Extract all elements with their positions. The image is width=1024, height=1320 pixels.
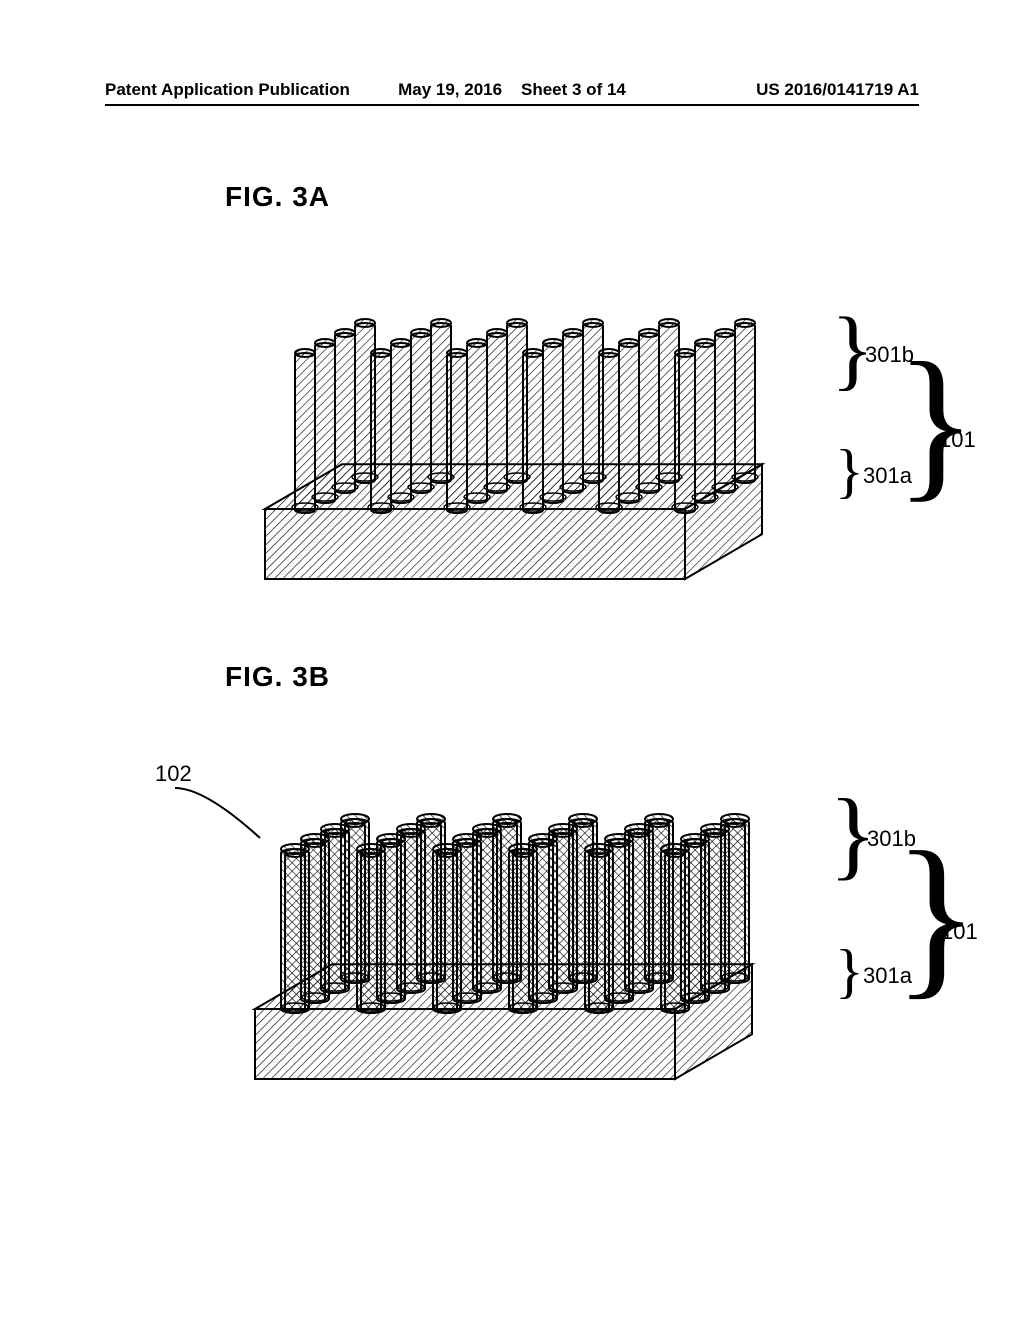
figure-3b-label: FIG. 3B	[225, 661, 919, 693]
header-date: May 19, 2016	[398, 80, 502, 99]
callout-102-group: 102	[155, 761, 192, 787]
leader-line-icon	[165, 783, 275, 853]
figure-3b-block: FIG. 3B 102 } 301b } 301a } 101	[105, 661, 919, 1141]
header-sheet: Sheet 3 of 14	[521, 80, 626, 99]
brace-icon: }	[895, 325, 977, 520]
figure-3a-drawing	[105, 213, 919, 613]
figure-3a-label: FIG. 3A	[225, 181, 919, 213]
figure-3b-drawing	[105, 693, 919, 1113]
brace-icon: }	[835, 937, 864, 1006]
callout-101: 101	[939, 427, 976, 453]
figure-3a-block: FIG. 3A } 301b } 301a } 101	[105, 181, 919, 631]
callout-101: 101	[941, 919, 978, 945]
header-left: Patent Application Publication	[105, 80, 376, 100]
page-header: Patent Application Publication May 19, 2…	[105, 80, 919, 106]
brace-icon: }	[893, 811, 979, 1018]
brace-icon: }	[835, 437, 864, 506]
header-pubno: US 2016/0141719 A1	[648, 80, 919, 100]
